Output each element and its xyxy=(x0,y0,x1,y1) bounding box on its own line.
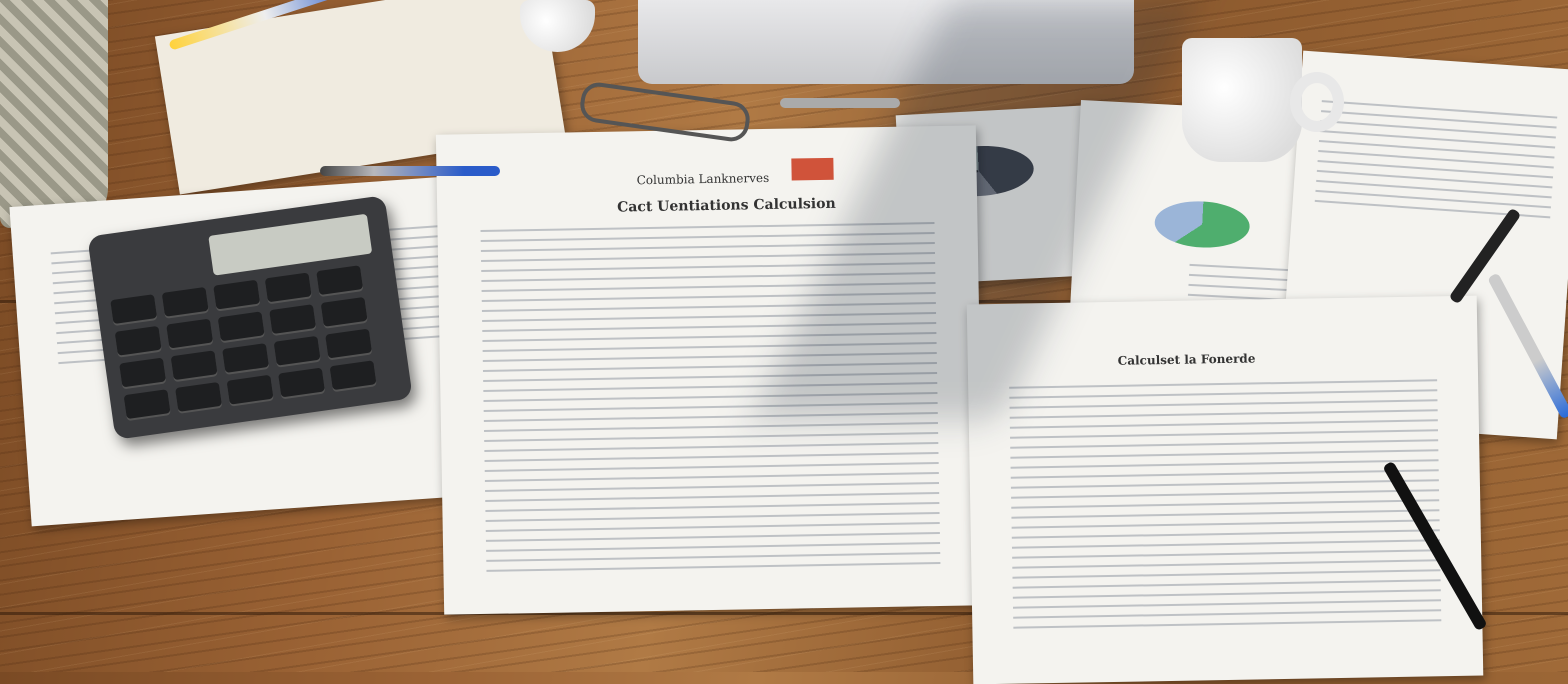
document-title: Calculset la Fonerde xyxy=(1117,351,1256,368)
pen xyxy=(780,98,900,108)
vase xyxy=(0,0,108,228)
table-seam xyxy=(0,612,1568,615)
mug-handle xyxy=(1290,72,1344,132)
logo-badge xyxy=(791,157,834,181)
pie-chart xyxy=(1153,199,1251,250)
calculator-keypad xyxy=(110,265,377,420)
document-title: Cact Uentiations Calculsion xyxy=(617,195,836,216)
calculator xyxy=(87,195,413,440)
coffee-mug xyxy=(1182,38,1302,162)
document-header: Columbia Lanknerves xyxy=(636,170,770,188)
laptop xyxy=(638,0,1134,84)
pen xyxy=(320,166,500,176)
